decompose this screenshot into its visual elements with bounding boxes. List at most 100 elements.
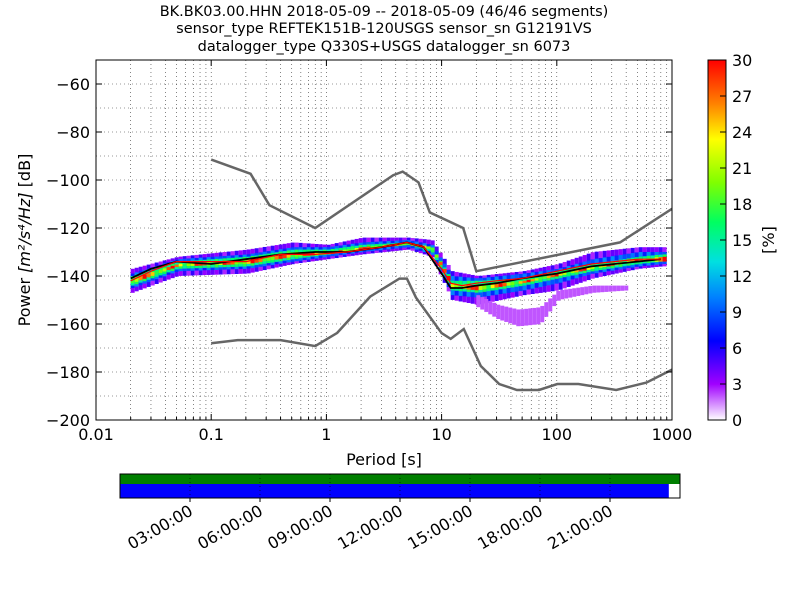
histogram-cell-outlier bbox=[544, 302, 549, 317]
histogram-cell-outlier bbox=[480, 297, 485, 310]
histogram-cell bbox=[438, 261, 443, 266]
histogram-cell bbox=[490, 284, 495, 289]
colorbar-tick-label: 24 bbox=[732, 123, 752, 142]
histogram-cell-outlier bbox=[500, 305, 505, 321]
histogram-cell bbox=[314, 252, 319, 256]
y-axis-label-suffix: [dB] bbox=[15, 154, 34, 193]
histogram-cell bbox=[134, 277, 139, 282]
x-tick-label: 100 bbox=[542, 425, 573, 444]
histogram-cell-outlier bbox=[608, 285, 613, 292]
y-tick-label: −60 bbox=[56, 75, 90, 94]
x-axis-ticks: 0.01 0.1 1 10 100 1000 bbox=[78, 60, 692, 444]
x-tick-label: 10 bbox=[431, 425, 451, 444]
y-tick-label: −180 bbox=[46, 363, 90, 382]
histogram-cell bbox=[458, 283, 463, 289]
histogram-cell bbox=[518, 281, 523, 284]
colorbar-tick-label: 18 bbox=[732, 195, 752, 214]
histogram-cell bbox=[190, 263, 195, 266]
histogram-cell bbox=[262, 256, 267, 262]
histogram-cell bbox=[502, 282, 507, 287]
histogram-cell bbox=[422, 245, 427, 249]
histogram-cell bbox=[446, 276, 451, 281]
histogram-cell bbox=[486, 284, 491, 289]
histogram-cell-outlier bbox=[612, 285, 617, 292]
new-low-noise-model-line bbox=[211, 277, 672, 392]
title-line-2: sensor_type REFTEK151B-120USGS sensor_sn… bbox=[176, 21, 592, 37]
colorbar-tick-label: 9 bbox=[732, 303, 742, 322]
x-tick-label: 1000 bbox=[652, 425, 693, 444]
histogram-cell-outlier bbox=[540, 305, 545, 323]
histogram-cell-outlier bbox=[504, 306, 509, 322]
histogram-cell bbox=[226, 260, 231, 265]
psd-curves bbox=[130, 158, 672, 392]
histogram-cell bbox=[434, 254, 439, 258]
histogram-cell bbox=[142, 274, 147, 279]
histogram-cell bbox=[286, 252, 291, 258]
histogram-cell-outlier bbox=[592, 285, 597, 293]
histogram-cell bbox=[538, 277, 543, 280]
histogram-cell-outlier bbox=[520, 309, 525, 327]
psd-coverage-bar bbox=[120, 484, 669, 498]
histogram-cell bbox=[534, 278, 539, 281]
histogram-cell-outlier bbox=[476, 295, 481, 308]
histogram-cell bbox=[454, 283, 459, 289]
timeline-tick-label: 15:00:00 bbox=[404, 501, 476, 553]
colorbar-tick-label: 30 bbox=[732, 51, 752, 70]
histogram-cell bbox=[662, 256, 667, 262]
histogram-cell-outlier bbox=[584, 286, 589, 295]
histogram-cell bbox=[566, 271, 571, 274]
histogram-cell bbox=[174, 264, 179, 268]
histogram-cell-outlier bbox=[568, 288, 573, 298]
colorbar-tick-label: 21 bbox=[732, 159, 752, 178]
histogram-cell bbox=[230, 260, 235, 265]
colorbar-label: [%] bbox=[759, 226, 778, 254]
histogram-cell bbox=[550, 274, 555, 278]
colorbar-tick-label: 15 bbox=[732, 231, 752, 250]
histogram-cell bbox=[546, 275, 551, 279]
histogram-cell-outlier bbox=[532, 307, 537, 325]
histogram-cell bbox=[510, 281, 515, 285]
y-tick-label: −200 bbox=[46, 411, 90, 430]
histogram-cell bbox=[590, 266, 595, 269]
histogram-cell bbox=[362, 247, 367, 250]
colorbar-tick-label: 0 bbox=[732, 411, 742, 430]
histogram-cell bbox=[482, 284, 487, 290]
y-tick-label: −80 bbox=[56, 123, 90, 142]
histogram-cell-outlier bbox=[616, 285, 621, 292]
histogram-cell bbox=[582, 268, 587, 271]
histogram-cell-outlier bbox=[624, 285, 629, 291]
timeline-tick-label: 06:00:00 bbox=[194, 501, 266, 553]
histogram-cell bbox=[514, 281, 519, 285]
figure-title: BK.BK03.00.HHN 2018-05-09 -- 2018-05-09 … bbox=[160, 4, 609, 55]
y-tick-label: −140 bbox=[46, 267, 90, 286]
histogram-cell-outlier bbox=[524, 308, 529, 326]
histogram-cell bbox=[186, 263, 191, 267]
histogram-cell bbox=[178, 263, 183, 267]
histogram-cell bbox=[346, 246, 351, 252]
histogram-cell-outlier bbox=[516, 309, 521, 327]
colorbar-tick-label: 6 bbox=[732, 339, 742, 358]
histogram-cell bbox=[354, 248, 359, 251]
histogram-cell bbox=[162, 268, 167, 272]
histogram-cell-outlier bbox=[484, 298, 489, 312]
histogram-cell bbox=[274, 254, 279, 260]
histogram-cell bbox=[270, 255, 275, 261]
psd-mode-line bbox=[130, 241, 661, 287]
histogram-cell-outlier bbox=[552, 294, 557, 307]
histogram-cell bbox=[426, 246, 431, 249]
histogram-cell-outlier bbox=[492, 302, 497, 317]
histogram-cell-outlier bbox=[560, 289, 565, 300]
histogram-cell bbox=[578, 269, 583, 272]
histogram-cell bbox=[358, 247, 363, 250]
y-axis-label-units: [m²/s⁴/Hz] bbox=[15, 192, 34, 272]
histogram-cell bbox=[526, 279, 531, 283]
histogram-cell bbox=[350, 248, 355, 252]
y-axis-ticks: −60 −80 −100 −120 −140 −160 −180 −200 bbox=[46, 75, 672, 430]
colorbar: 0 3 6 9 12 15 18 21 24 27 30 [%] bbox=[707, 51, 778, 430]
histogram-cell bbox=[474, 285, 479, 291]
histogram-cell bbox=[530, 279, 535, 282]
plot-frame bbox=[95, 59, 673, 421]
histogram-cell bbox=[150, 272, 155, 276]
timeline-tick-label: 12:00:00 bbox=[334, 501, 406, 553]
